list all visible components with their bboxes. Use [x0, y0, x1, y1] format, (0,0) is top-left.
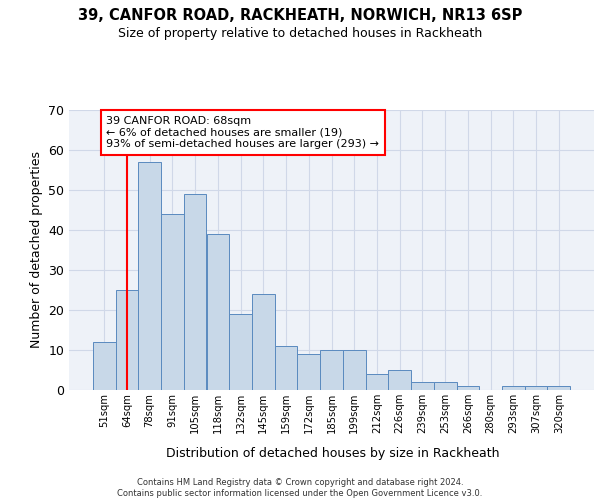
Text: 39, CANFOR ROAD, RACKHEATH, NORWICH, NR13 6SP: 39, CANFOR ROAD, RACKHEATH, NORWICH, NR1…	[78, 8, 522, 22]
Bar	[411, 382, 434, 390]
Bar	[547, 386, 570, 390]
Bar	[275, 346, 298, 390]
Bar	[184, 194, 206, 390]
Text: 39 CANFOR ROAD: 68sqm
← 6% of detached houses are smaller (19)
93% of semi-detac: 39 CANFOR ROAD: 68sqm ← 6% of detached h…	[107, 116, 380, 149]
Bar	[93, 342, 116, 390]
Text: Contains HM Land Registry data © Crown copyright and database right 2024.
Contai: Contains HM Land Registry data © Crown c…	[118, 478, 482, 498]
Bar	[524, 386, 547, 390]
Bar	[161, 214, 184, 390]
Bar	[365, 374, 388, 390]
Bar	[388, 370, 411, 390]
Bar	[457, 386, 479, 390]
Bar	[206, 234, 229, 390]
Y-axis label: Number of detached properties: Number of detached properties	[29, 152, 43, 348]
Text: Distribution of detached houses by size in Rackheath: Distribution of detached houses by size …	[166, 448, 500, 460]
Bar	[343, 350, 365, 390]
Bar	[298, 354, 320, 390]
Bar	[229, 314, 252, 390]
Bar	[434, 382, 457, 390]
Bar	[139, 162, 161, 390]
Text: Size of property relative to detached houses in Rackheath: Size of property relative to detached ho…	[118, 28, 482, 40]
Bar	[502, 386, 524, 390]
Bar	[252, 294, 275, 390]
Bar	[320, 350, 343, 390]
Bar	[116, 290, 139, 390]
